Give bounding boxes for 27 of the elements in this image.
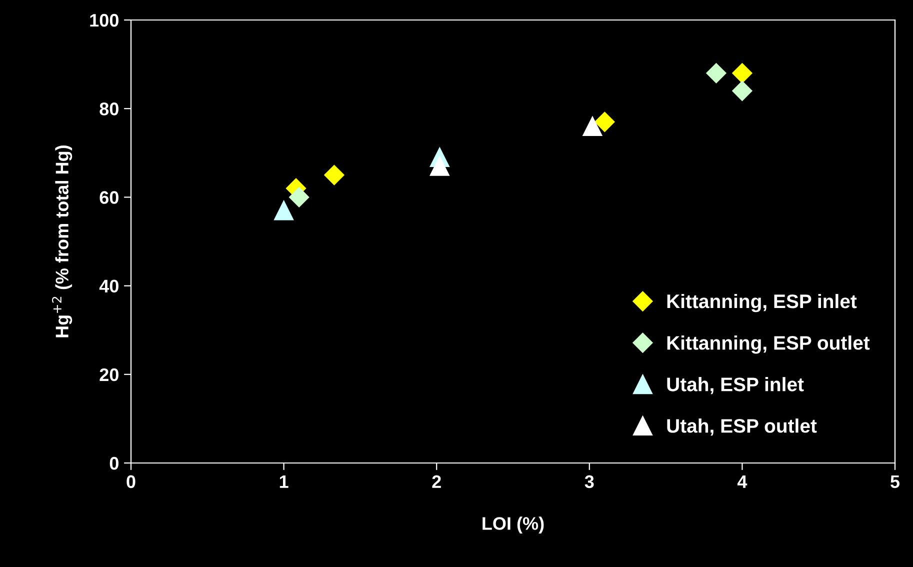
point <box>274 200 294 220</box>
point <box>289 187 310 208</box>
x-tick-label: 4 <box>737 475 748 488</box>
y-tick-label: 60 <box>100 191 118 204</box>
x-tick-label: 3 <box>584 475 594 488</box>
point <box>706 63 726 84</box>
point <box>430 156 450 176</box>
y-tick-label: 0 <box>110 456 118 470</box>
x-tick-label: 5 <box>890 475 900 488</box>
y-tick-label: 80 <box>100 102 118 116</box>
legend-label: Kittanning, ESP outlet <box>667 336 870 354</box>
legend-label: Utah, ESP inlet <box>667 377 804 394</box>
point <box>732 80 752 101</box>
x-tick-label: 0 <box>126 475 136 488</box>
point <box>324 165 344 186</box>
y-tick-label: 100 <box>90 14 118 27</box>
point <box>732 63 752 84</box>
x-tick-label: 2 <box>432 475 441 488</box>
legend-label: Kittanning, ESP inlet <box>667 294 857 312</box>
x-axis-title: LOI (%) <box>482 516 544 534</box>
y-tick-label: 20 <box>100 368 118 382</box>
x-tick-label: 1 <box>280 475 288 488</box>
point <box>594 112 615 132</box>
y-axis-title: Hg$^{+2}$ (% from total Hg) <box>52 146 72 338</box>
y-tick-label: 40 <box>99 280 118 293</box>
legend-label: Utah, ESP outlet <box>667 418 817 436</box>
point <box>582 116 602 136</box>
